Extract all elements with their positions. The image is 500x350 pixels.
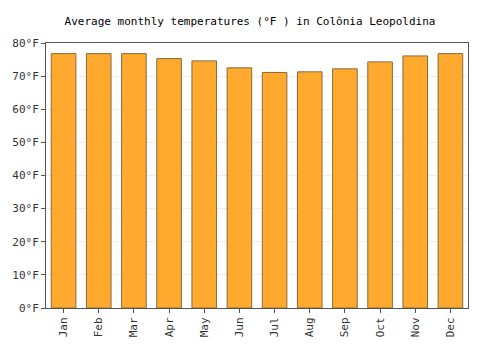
svg-text:Oct: Oct	[374, 317, 387, 337]
svg-text:Mar: Mar	[127, 317, 140, 337]
svg-text:0°F: 0°F	[19, 302, 39, 315]
svg-text:Jun: Jun	[233, 317, 246, 337]
svg-text:Sep: Sep	[338, 317, 351, 337]
svg-text:Jan: Jan	[57, 317, 70, 337]
svg-text:Feb: Feb	[92, 317, 105, 337]
svg-text:20°F: 20°F	[12, 236, 39, 249]
svg-text:10°F: 10°F	[12, 269, 39, 282]
svg-text:40°F: 40°F	[12, 169, 39, 182]
svg-text:Nov: Nov	[409, 317, 422, 337]
svg-text:70°F: 70°F	[12, 70, 39, 83]
svg-text:May: May	[198, 317, 211, 337]
svg-text:Apr: Apr	[163, 317, 176, 337]
svg-text:50°F: 50°F	[12, 136, 39, 149]
svg-text:30°F: 30°F	[12, 202, 39, 215]
svg-text:Dec: Dec	[444, 317, 457, 337]
svg-text:Average monthly temperatures (: Average monthly temperatures (°F ) in Co…	[65, 15, 436, 28]
svg-text:80°F: 80°F	[12, 37, 39, 50]
svg-text:60°F: 60°F	[12, 103, 39, 116]
svg-text:Jul: Jul	[268, 317, 281, 337]
svg-text:Aug: Aug	[303, 317, 316, 337]
